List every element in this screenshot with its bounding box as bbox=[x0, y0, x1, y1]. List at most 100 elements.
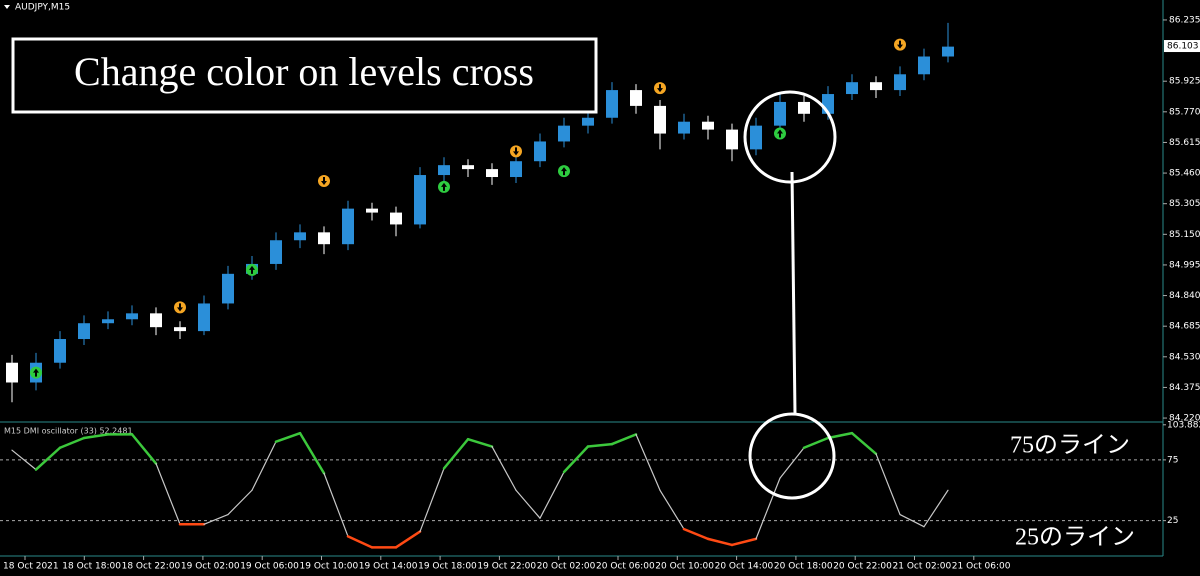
signal-glyph bbox=[441, 182, 447, 191]
candle-body bbox=[846, 82, 858, 95]
oscillator-segment bbox=[826, 431, 854, 440]
y-tick-label: 75 bbox=[1167, 455, 1178, 465]
oscillator-segment bbox=[394, 530, 422, 549]
candle-body bbox=[462, 165, 474, 170]
y-tick-label: 85.925 bbox=[1169, 77, 1200, 87]
oscillator-segment bbox=[130, 433, 158, 465]
oscillator-segment bbox=[274, 431, 302, 443]
candle-body bbox=[294, 232, 306, 241]
candle-body bbox=[318, 232, 330, 245]
current-price-label: 86.103 bbox=[1167, 42, 1199, 52]
annotation: 75のライン bbox=[1010, 433, 1130, 459]
oscillator-segment bbox=[610, 433, 638, 446]
candle-body bbox=[582, 117, 594, 126]
x-tick-label: 21 Oct 06:00 bbox=[952, 562, 1011, 572]
x-tick-label: 18 Oct 22:00 bbox=[122, 562, 181, 572]
y-tick-label: 84.220 bbox=[1169, 414, 1200, 424]
oscillator-segment bbox=[779, 447, 805, 479]
candle-body bbox=[54, 339, 66, 363]
y-tick-label: 25 bbox=[1167, 516, 1178, 526]
candle-body bbox=[678, 121, 690, 134]
oscillator-segment bbox=[562, 445, 590, 474]
x-tick-label: 20 Oct 06:00 bbox=[596, 562, 655, 572]
candle-body bbox=[558, 125, 570, 142]
candle-body bbox=[630, 90, 642, 106]
oscillator-segment bbox=[155, 462, 181, 525]
candle-body bbox=[942, 46, 954, 57]
y-tick-label: 85.150 bbox=[1169, 230, 1200, 240]
oscillator-segment bbox=[58, 436, 86, 449]
y-tick-label: 84.530 bbox=[1169, 352, 1200, 362]
x-tick-label: 19 Oct 06:00 bbox=[240, 562, 299, 572]
oscillator-segment bbox=[802, 436, 830, 449]
candle-body bbox=[270, 240, 282, 264]
menu-arrow bbox=[4, 5, 10, 9]
x-tick-label: 19 Oct 02:00 bbox=[181, 562, 240, 572]
indicator-label: M15 DMI oscillator (33) 52.2481 bbox=[4, 427, 133, 436]
y-tick-label: 103.8826 bbox=[1167, 420, 1200, 430]
symbol-label: AUDJPY,M15 bbox=[15, 3, 70, 13]
y-tick-label: 84.375 bbox=[1169, 383, 1200, 393]
x-tick-label: 18 Oct 2021 bbox=[3, 562, 59, 572]
signal-glyph bbox=[513, 147, 519, 156]
current-price-box bbox=[1164, 40, 1200, 53]
candle-body bbox=[414, 175, 426, 225]
x-tick-label: 20 Oct 10:00 bbox=[655, 562, 714, 572]
signal-glyph bbox=[249, 265, 255, 274]
signal-glyph bbox=[657, 84, 663, 93]
candle-body bbox=[510, 161, 522, 178]
oscillator-segment bbox=[586, 442, 614, 448]
signal-glyph bbox=[897, 40, 903, 49]
oscillator-segment bbox=[850, 431, 878, 456]
candle-body bbox=[342, 208, 354, 245]
candle-body bbox=[198, 303, 210, 332]
candle-body bbox=[702, 121, 714, 130]
oscillator-segment bbox=[346, 535, 374, 549]
candle-body bbox=[606, 90, 618, 118]
connector bbox=[790, 171, 797, 415]
x-tick-label: 19 Oct 18:00 bbox=[418, 562, 477, 572]
x-tick-label: 20 Oct 02:00 bbox=[537, 562, 596, 572]
oscillator-segment bbox=[442, 437, 470, 470]
oscillator-segment bbox=[419, 467, 445, 533]
banner-box bbox=[11, 37, 598, 114]
oscillator-segment bbox=[34, 446, 62, 471]
candle-body bbox=[222, 273, 234, 304]
candle-body bbox=[534, 141, 546, 162]
x-tick-label: 20 Oct 18:00 bbox=[774, 562, 833, 572]
candle-body bbox=[150, 313, 162, 328]
oscillator-segment bbox=[82, 433, 110, 440]
x-tick-label: 19 Oct 10:00 bbox=[300, 562, 359, 572]
y-tick-label: 86.235 bbox=[1169, 15, 1200, 25]
signal-glyph bbox=[321, 176, 327, 185]
oscillator-segment bbox=[227, 489, 253, 516]
candle-body bbox=[126, 313, 138, 320]
oscillator-segment bbox=[659, 489, 685, 530]
x-tick-label: 19 Oct 14:00 bbox=[359, 562, 418, 572]
signal-glyph bbox=[33, 368, 39, 377]
signal-glyph bbox=[561, 167, 567, 176]
candle-body bbox=[870, 82, 882, 91]
candle-body bbox=[894, 74, 906, 91]
y-tick-label: 85.460 bbox=[1169, 169, 1200, 179]
oscillator-segment bbox=[682, 527, 710, 541]
oscillator-segment bbox=[251, 441, 277, 491]
candle-body bbox=[798, 101, 810, 114]
banner: Change color on levels cross bbox=[74, 49, 534, 94]
oscillator-segment bbox=[755, 477, 781, 540]
highlight-circle bbox=[748, 412, 836, 500]
y-tick-label: 85.770 bbox=[1169, 107, 1200, 117]
oscillator-segment bbox=[203, 513, 229, 525]
oscillator-segment bbox=[515, 489, 541, 519]
x-tick-label: 20 Oct 22:00 bbox=[833, 562, 892, 572]
y-tick-label: 84.995 bbox=[1169, 260, 1200, 270]
oscillator-segment bbox=[706, 537, 734, 547]
x-tick-label: 20 Oct 14:00 bbox=[715, 562, 774, 572]
oscillator-segment bbox=[11, 449, 37, 471]
oscillator-segment bbox=[635, 433, 661, 491]
x-tick-label: 21 Oct 02:00 bbox=[893, 562, 952, 572]
candle-body bbox=[486, 169, 498, 178]
oscillator-segment bbox=[539, 471, 565, 519]
y-tick-label: 85.615 bbox=[1169, 138, 1200, 148]
candle-body bbox=[726, 129, 738, 150]
